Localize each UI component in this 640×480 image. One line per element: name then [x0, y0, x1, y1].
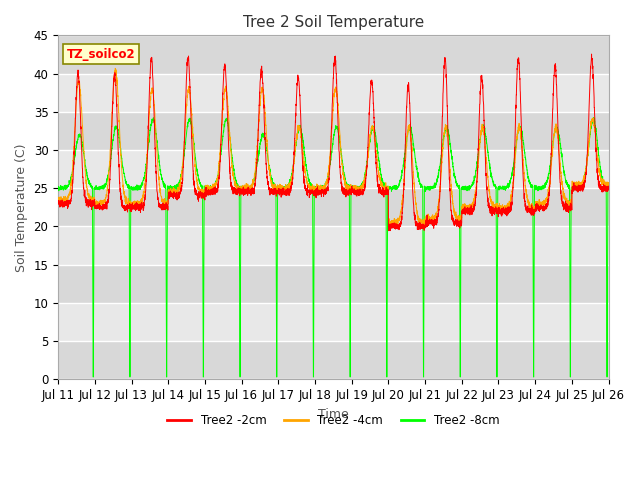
Tree2 -8cm — [426, 185, 434, 191]
Tree2 -8cm — [90, 374, 97, 380]
Tree2 -8cm — [488, 174, 496, 180]
Bar — [58, 188, 609, 227]
Tree2 -2cm — [385, 228, 393, 234]
Tree2 -4cm — [604, 183, 612, 189]
Line: Tree2 -4cm: Tree2 -4cm — [58, 68, 609, 226]
Bar — [58, 36, 609, 73]
Tree2 -4cm — [386, 223, 394, 228]
Tree2 -2cm — [457, 219, 465, 225]
Line: Tree2 -2cm: Tree2 -2cm — [58, 54, 609, 231]
Tree2 -4cm — [154, 155, 161, 160]
Tree2 -2cm — [153, 188, 161, 194]
Tree2 -2cm — [313, 190, 321, 196]
Tree2 -4cm — [605, 182, 612, 188]
Bar — [58, 150, 609, 188]
Tree2 -8cm — [605, 187, 612, 192]
Text: TZ_soilco2: TZ_soilco2 — [67, 48, 135, 60]
Bar — [58, 112, 609, 150]
Tree2 -4cm — [54, 197, 62, 203]
Tree2 -2cm — [605, 186, 612, 192]
Tree2 -2cm — [604, 183, 612, 189]
Bar — [58, 303, 609, 341]
Tree2 -8cm — [154, 141, 161, 146]
Tree2 -8cm — [457, 280, 465, 286]
Tree2 -8cm — [54, 183, 62, 189]
Tree2 -2cm — [54, 200, 62, 205]
Tree2 -4cm — [313, 181, 321, 187]
Bar — [58, 264, 609, 303]
Legend: Tree2 -2cm, Tree2 -4cm, Tree2 -8cm: Tree2 -2cm, Tree2 -4cm, Tree2 -8cm — [163, 409, 504, 432]
X-axis label: Time: Time — [318, 408, 349, 420]
Bar — [58, 73, 609, 112]
Bar — [58, 227, 609, 264]
Tree2 -2cm — [426, 221, 434, 227]
Tree2 -4cm — [111, 65, 119, 71]
Tree2 -2cm — [588, 51, 595, 57]
Line: Tree2 -8cm: Tree2 -8cm — [58, 118, 609, 377]
Tree2 -4cm — [426, 216, 434, 222]
Tree2 -8cm — [313, 184, 321, 190]
Bar — [58, 341, 609, 379]
Tree2 -4cm — [488, 204, 496, 209]
Tree2 -8cm — [604, 186, 612, 192]
Tree2 -8cm — [590, 115, 598, 120]
Title: Tree 2 Soil Temperature: Tree 2 Soil Temperature — [243, 15, 424, 30]
Tree2 -2cm — [488, 207, 496, 213]
Tree2 -4cm — [457, 216, 465, 222]
Y-axis label: Soil Temperature (C): Soil Temperature (C) — [15, 143, 28, 272]
